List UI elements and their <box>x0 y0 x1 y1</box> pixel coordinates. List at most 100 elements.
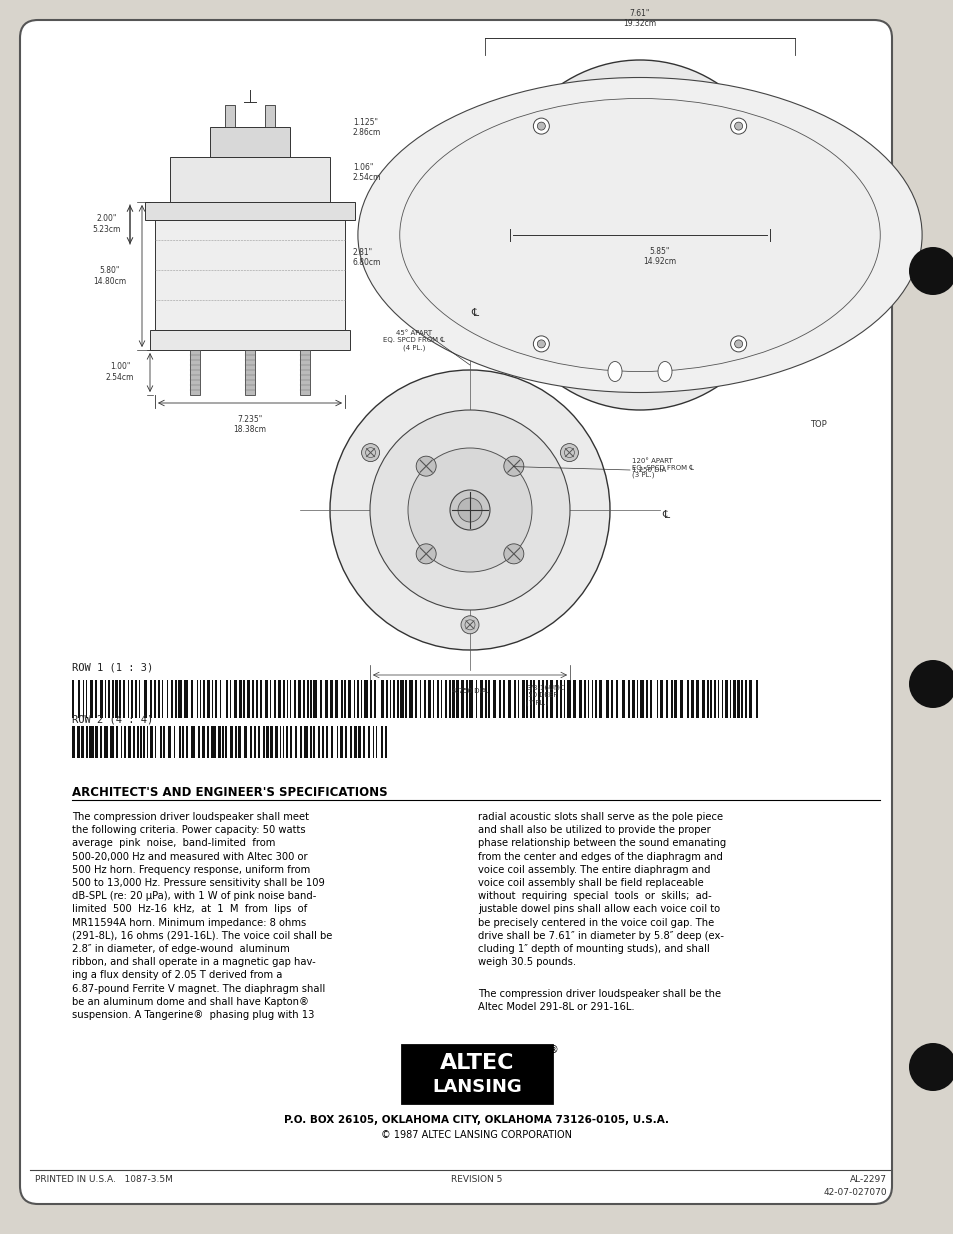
Bar <box>297 680 301 718</box>
Bar <box>184 680 188 718</box>
Bar <box>137 726 139 758</box>
Ellipse shape <box>607 362 621 381</box>
Circle shape <box>533 118 549 135</box>
Bar <box>203 680 205 718</box>
Bar <box>239 680 242 718</box>
Text: be precisely centered in the voice coil gap. The: be precisely centered in the voice coil … <box>477 918 714 928</box>
Circle shape <box>908 1043 953 1091</box>
Circle shape <box>370 410 569 610</box>
Bar <box>119 680 120 718</box>
Bar <box>128 680 129 718</box>
Ellipse shape <box>357 78 922 392</box>
Bar <box>218 726 221 758</box>
Circle shape <box>730 118 746 135</box>
Bar <box>105 680 106 718</box>
Bar <box>144 680 148 718</box>
Bar <box>274 680 276 718</box>
Bar <box>230 726 233 758</box>
Bar <box>393 680 395 718</box>
Bar <box>405 680 407 718</box>
Bar <box>71 680 74 718</box>
Text: and shall also be utilized to provide the proper: and shall also be utilized to provide th… <box>477 826 710 835</box>
Circle shape <box>533 336 549 352</box>
Bar <box>354 680 355 718</box>
Bar <box>220 680 221 718</box>
Bar <box>444 680 447 718</box>
Text: 500 to 13,000 Hz. Pressure sensitivity shall be 109: 500 to 13,000 Hz. Pressure sensitivity s… <box>71 879 325 888</box>
Circle shape <box>503 544 523 564</box>
Bar <box>659 680 662 718</box>
Bar <box>498 680 500 718</box>
Bar <box>160 726 162 758</box>
Bar <box>251 726 252 758</box>
Text: PRINTED IN U.S.A.   1087-3.5M: PRINTED IN U.S.A. 1087-3.5M <box>35 1175 172 1183</box>
Bar <box>129 726 132 758</box>
Bar <box>182 726 184 758</box>
Bar <box>150 329 350 350</box>
Text: 4.750 DIA.: 4.750 DIA. <box>452 689 488 694</box>
Bar <box>325 680 328 718</box>
Text: weigh 30.5 pounds.: weigh 30.5 pounds. <box>477 958 576 967</box>
Circle shape <box>730 336 746 352</box>
Text: 120° APART
EQ. SPCD FROM ℄
(3 PL.): 120° APART EQ. SPCD FROM ℄ (3 PL.) <box>631 458 693 479</box>
Text: 2.00"
5.23cm: 2.00" 5.23cm <box>92 215 121 233</box>
Bar <box>77 680 80 718</box>
Bar <box>339 726 343 758</box>
Bar <box>326 726 328 758</box>
Bar <box>263 726 265 758</box>
Bar <box>415 680 417 718</box>
Bar <box>386 680 388 718</box>
Bar <box>198 726 200 758</box>
Bar <box>502 680 505 718</box>
Bar <box>370 680 372 718</box>
Text: ℄: ℄ <box>661 510 668 520</box>
Bar <box>81 726 84 758</box>
Bar <box>147 726 149 758</box>
Bar <box>690 680 693 718</box>
Circle shape <box>416 457 436 476</box>
Bar <box>721 680 722 718</box>
Bar <box>212 726 215 758</box>
Bar <box>191 680 193 718</box>
Ellipse shape <box>399 99 880 371</box>
Bar <box>154 220 345 329</box>
Bar <box>90 680 92 718</box>
Bar <box>670 680 672 718</box>
Bar <box>307 680 309 718</box>
Bar <box>679 680 682 718</box>
Bar <box>202 726 205 758</box>
Bar <box>104 726 108 758</box>
Bar <box>145 202 355 220</box>
Text: average  pink  noise,  band-limited  from: average pink noise, band-limited from <box>71 838 275 849</box>
Bar <box>537 680 540 718</box>
Ellipse shape <box>658 362 671 381</box>
Bar <box>508 680 511 718</box>
Bar <box>611 680 613 718</box>
Bar <box>545 680 547 718</box>
Text: 6.87-pound Ferrite V magnet. The diaphragm shall: 6.87-pound Ferrite V magnet. The diaphra… <box>71 983 325 993</box>
Bar <box>225 726 227 758</box>
Text: 1.00"
2.54cm: 1.00" 2.54cm <box>106 363 134 381</box>
Bar <box>428 680 431 718</box>
Bar <box>115 680 117 718</box>
Text: 7.235"
18.38cm: 7.235" 18.38cm <box>233 415 266 434</box>
Bar <box>278 680 281 718</box>
Bar <box>696 680 699 718</box>
Text: 45° APART
EQ. SPCD FROM ℄
(4 PL.): 45° APART EQ. SPCD FROM ℄ (4 PL.) <box>383 329 444 350</box>
Bar <box>275 726 277 758</box>
Bar <box>587 680 589 718</box>
Bar <box>71 726 74 758</box>
Bar <box>729 680 731 718</box>
Bar <box>225 105 234 127</box>
Bar <box>150 726 152 758</box>
Bar <box>583 680 585 718</box>
Text: dB-SPL (re: 20 μPa), with 1 W of pink noise band-: dB-SPL (re: 20 μPa), with 1 W of pink no… <box>71 891 316 901</box>
Bar <box>348 680 351 718</box>
Bar <box>460 680 464 718</box>
Bar <box>290 726 293 758</box>
Text: be an aluminum dome and shall have Kapton®: be an aluminum dome and shall have Kapto… <box>71 997 309 1007</box>
Circle shape <box>450 490 490 529</box>
Bar <box>76 726 79 758</box>
Bar <box>737 680 740 718</box>
Bar <box>271 726 274 758</box>
